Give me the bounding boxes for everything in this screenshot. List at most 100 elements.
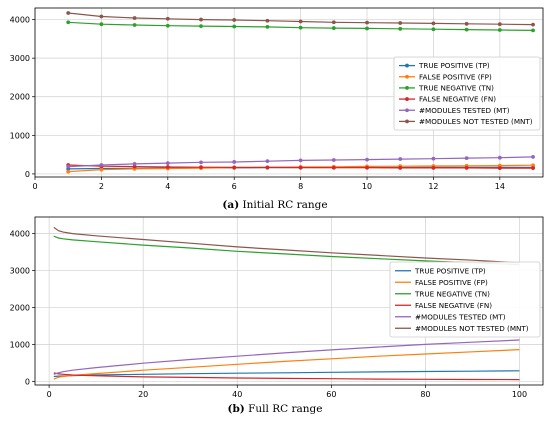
data-point <box>132 161 137 166</box>
data-point <box>99 163 104 167</box>
data-point <box>232 24 237 29</box>
y-tick-label: 1000 <box>10 131 30 140</box>
data-point <box>165 23 170 28</box>
data-point <box>298 25 303 30</box>
data-point <box>431 156 436 161</box>
data-point <box>165 165 170 169</box>
data-point <box>431 21 436 26</box>
legend-label: #MODULES NOT TESTED (MNT) <box>419 117 533 126</box>
legend-swatch-marker <box>405 108 409 113</box>
y-tick-label: 3000 <box>10 54 30 63</box>
data-point <box>232 160 237 164</box>
data-point <box>331 20 336 25</box>
data-point <box>464 21 469 26</box>
data-point <box>398 26 403 31</box>
data-point <box>497 166 502 171</box>
data-point <box>99 22 104 27</box>
data-point <box>199 165 203 170</box>
data-point <box>464 166 469 170</box>
data-point <box>497 28 502 32</box>
legend-swatch-marker <box>405 119 409 124</box>
data-point <box>331 165 336 170</box>
x-tick-label: 4 <box>165 182 170 191</box>
legend-label: TRUE POSITIVE (TP) <box>414 266 486 275</box>
data-point <box>398 157 403 161</box>
legend-label: #MODULES TESTED (MT) <box>419 106 510 115</box>
data-point <box>232 165 237 170</box>
data-point <box>265 165 270 170</box>
data-point <box>165 16 170 21</box>
data-point <box>199 24 203 29</box>
data-point <box>464 27 469 32</box>
legend-box <box>393 56 541 131</box>
y-tick-label: 3000 <box>10 267 30 276</box>
caption-b-tag: (b) <box>227 403 245 415</box>
data-point <box>132 164 137 169</box>
data-point <box>66 169 71 174</box>
data-point <box>497 22 502 27</box>
y-tick-label: 4000 <box>10 16 30 25</box>
data-point <box>464 156 469 160</box>
data-point <box>99 14 104 19</box>
data-point <box>298 19 303 24</box>
data-point <box>431 27 436 32</box>
legend-label: TRUE POSITIVE (TP) <box>418 61 490 70</box>
x-tick-label: 80 <box>420 390 430 399</box>
caption-a: (a) Initial RC range <box>0 199 550 211</box>
x-tick-label: 8 <box>298 182 303 191</box>
x-tick-label: 12 <box>428 182 438 191</box>
data-point <box>531 28 535 33</box>
data-point <box>365 26 369 31</box>
data-point <box>132 16 137 20</box>
data-point <box>531 22 535 27</box>
legend-swatch-marker <box>405 63 409 68</box>
data-point <box>531 166 535 171</box>
x-tick-label: 14 <box>495 182 505 191</box>
legend-label: #MODULES TESTED (MT) <box>415 312 506 321</box>
x-tick-label: 6 <box>232 182 237 191</box>
x-tick-label: 20 <box>138 390 148 399</box>
data-point <box>531 155 535 159</box>
legend-label: FALSE POSITIVE (FP) <box>419 72 492 81</box>
data-point <box>199 17 203 22</box>
y-tick-label: 1000 <box>10 340 30 349</box>
data-point <box>298 165 303 170</box>
series-line-5 <box>53 226 520 264</box>
legend: TRUE POSITIVE (TP) FALSE POSITIVE (FP) TRU… <box>389 261 541 338</box>
legend-label: TRUE NEGATIVE (TN) <box>418 84 494 93</box>
data-point <box>99 167 104 172</box>
y-tick-label: 2000 <box>10 303 30 312</box>
series-line-1 <box>53 349 520 380</box>
data-point <box>132 23 137 27</box>
legend-label: #MODULES NOT TESTED (MNT) <box>415 324 529 333</box>
y-tick-label: 0 <box>25 377 30 386</box>
y-tick-label: 4000 <box>10 230 30 239</box>
legend-label: FALSE POSITIVE (FP) <box>415 278 488 287</box>
caption-b-text: Full RC range <box>248 403 323 415</box>
x-tick-label: 10 <box>362 182 372 191</box>
plot-frame <box>34 7 544 178</box>
data-point <box>66 20 71 25</box>
data-point <box>165 161 170 166</box>
caption-a-text: Initial RC range <box>242 199 328 211</box>
caption-a-tag: (a) <box>222 199 240 211</box>
legend-swatch-marker <box>405 86 409 90</box>
caption-b: (b) Full RC range <box>0 403 550 415</box>
y-tick-label: 0 <box>25 170 30 179</box>
data-point <box>265 18 270 23</box>
legend-swatch-marker <box>405 74 409 79</box>
data-point <box>199 160 203 165</box>
data-point <box>298 158 303 163</box>
data-point <box>365 20 369 25</box>
legend-box <box>389 261 541 338</box>
legend-label: FALSE NEGATIVE (FN) <box>415 301 492 310</box>
data-point <box>66 11 71 15</box>
data-point <box>431 166 436 170</box>
plot-frame <box>34 216 544 386</box>
data-point <box>232 18 237 22</box>
x-tick-label: 100 <box>512 390 527 399</box>
data-point <box>66 164 71 169</box>
data-point <box>331 158 336 162</box>
